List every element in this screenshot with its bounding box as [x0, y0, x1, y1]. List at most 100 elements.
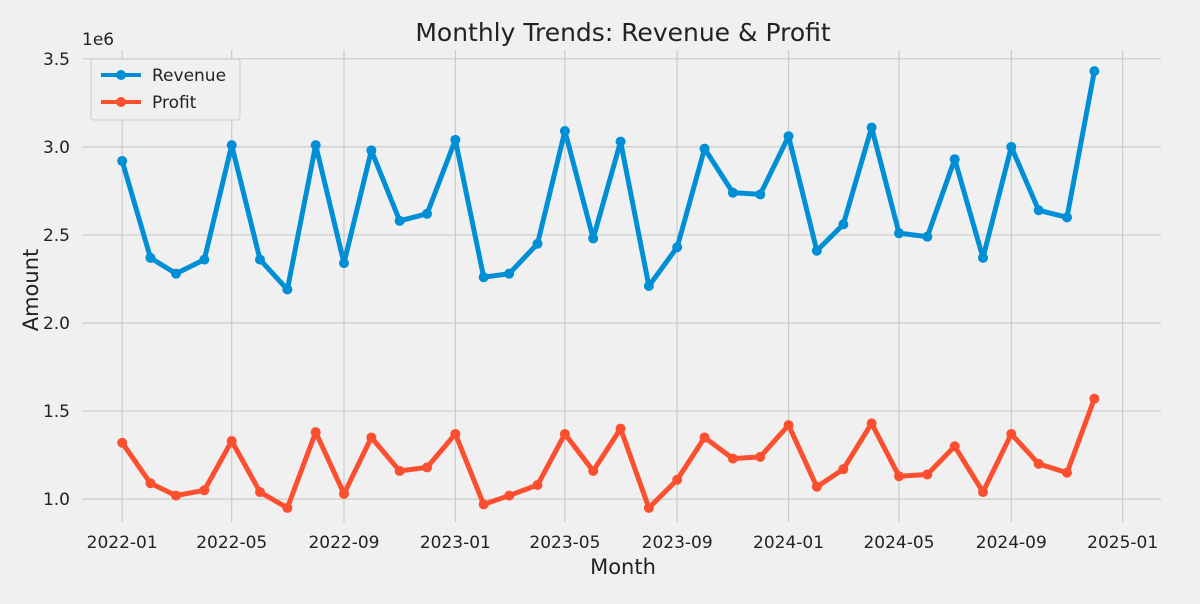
y-tick-label: 3.0	[43, 138, 70, 158]
data-point-revenue	[727, 187, 738, 198]
data-point-revenue	[226, 140, 237, 151]
data-point-profit	[643, 502, 654, 513]
data-point-revenue	[643, 281, 654, 291]
data-point-profit	[559, 428, 570, 439]
data-point-profit	[1006, 428, 1017, 439]
data-point-profit	[1089, 393, 1100, 404]
data-point-profit	[588, 465, 599, 476]
data-point-revenue	[672, 242, 683, 253]
series-layer	[117, 66, 1100, 513]
data-point-profit	[949, 441, 960, 452]
data-point-profit	[699, 432, 710, 443]
data-point-revenue	[310, 140, 321, 151]
data-point-profit	[866, 418, 877, 429]
data-point-profit	[894, 471, 905, 482]
legend-marker-revenue	[116, 70, 126, 80]
data-point-profit	[145, 478, 156, 489]
data-point-profit	[282, 502, 293, 513]
data-point-profit	[422, 462, 433, 473]
data-point-revenue	[866, 122, 877, 133]
data-point-profit	[615, 423, 626, 434]
data-point-profit	[1061, 467, 1072, 478]
data-point-profit	[338, 488, 349, 499]
data-point-revenue	[145, 252, 156, 263]
data-point-revenue	[422, 208, 433, 219]
series-revenue	[117, 66, 1100, 295]
data-point-revenue	[199, 254, 210, 265]
legend-label-revenue: Revenue	[152, 66, 226, 86]
x-tick-label: 2022-01	[87, 533, 158, 553]
data-point-profit	[811, 481, 822, 492]
data-point-revenue	[838, 219, 849, 230]
data-point-profit	[450, 428, 461, 439]
x-tick-label: 2024-05	[863, 533, 934, 553]
data-point-profit	[171, 490, 182, 501]
series-profit	[117, 393, 1100, 513]
legend-label-profit: Profit	[152, 93, 197, 113]
data-point-revenue	[478, 272, 489, 283]
data-point-profit	[394, 465, 405, 476]
data-point-profit	[1033, 458, 1044, 469]
y-tick-label: 3.5	[43, 50, 70, 70]
data-point-profit	[504, 490, 515, 501]
data-point-profit	[255, 487, 266, 498]
x-tick-label: 2023-09	[642, 533, 713, 553]
data-point-revenue	[699, 143, 710, 154]
data-point-revenue	[615, 136, 626, 147]
data-point-revenue	[117, 155, 128, 166]
x-tick-label: 2024-09	[976, 533, 1047, 553]
x-tick-label: 2024-01	[753, 533, 824, 553]
data-point-profit	[672, 474, 683, 485]
y-tick-label: 2.5	[43, 226, 70, 246]
data-point-profit	[727, 453, 738, 464]
data-point-revenue	[1033, 205, 1044, 216]
x-tick-labels: 2022-01 2022-05 2022-09 2023-01 2023-05 2023-…	[87, 533, 1159, 553]
data-point-revenue	[338, 258, 349, 269]
data-point-profit	[366, 432, 377, 443]
data-point-revenue	[588, 233, 599, 244]
x-tick-label: 2023-05	[529, 533, 600, 553]
data-point-profit	[977, 487, 988, 498]
legend: Revenue Profit	[90, 58, 241, 121]
data-point-revenue	[1061, 212, 1072, 223]
series-line-profit	[119, 396, 1097, 511]
data-point-revenue	[559, 126, 570, 137]
data-point-revenue	[282, 284, 293, 295]
data-point-revenue	[811, 245, 822, 256]
data-point-revenue	[783, 131, 794, 142]
x-tick-label: 2025-01	[1087, 533, 1158, 553]
data-point-revenue	[977, 252, 988, 263]
data-point-revenue	[450, 134, 461, 145]
data-point-revenue	[255, 254, 266, 265]
data-point-profit	[922, 469, 933, 480]
data-point-revenue	[922, 231, 933, 242]
data-point-revenue	[171, 268, 182, 279]
data-point-revenue	[949, 154, 960, 165]
x-tick-label: 2023-01	[420, 533, 491, 553]
legend-marker-profit	[116, 97, 126, 107]
y-tick-label: 2.0	[43, 314, 70, 334]
data-point-profit	[117, 437, 128, 448]
x-tick-label: 2022-05	[196, 533, 267, 553]
data-point-profit	[838, 464, 849, 475]
data-point-revenue	[532, 238, 543, 249]
data-point-profit	[199, 485, 210, 496]
y-offset-label: 1e6	[82, 30, 114, 50]
data-point-revenue	[394, 215, 405, 226]
x-tick-label: 2022-09	[308, 533, 379, 553]
chart-title: Monthly Trends: Revenue & Profit	[415, 18, 831, 47]
data-point-revenue	[1006, 141, 1017, 152]
data-point-revenue	[366, 145, 377, 156]
data-point-revenue	[894, 228, 905, 239]
data-point-profit	[226, 435, 237, 446]
series-line-revenue	[119, 68, 1097, 293]
y-tick-labels: 1.0 1.5 2.0 2.5 3.0 3.5	[43, 50, 70, 510]
data-point-profit	[532, 480, 543, 491]
data-point-revenue	[755, 189, 766, 200]
y-tick-label: 1.5	[43, 402, 70, 422]
data-point-revenue	[1089, 66, 1100, 77]
data-point-profit	[783, 420, 794, 431]
y-tick-label: 1.0	[43, 490, 70, 510]
